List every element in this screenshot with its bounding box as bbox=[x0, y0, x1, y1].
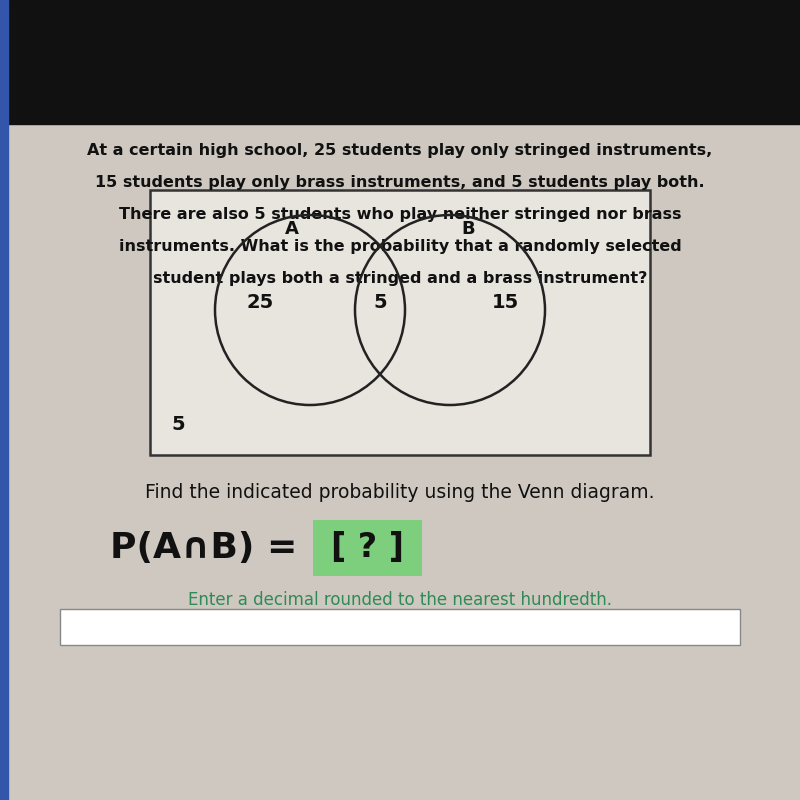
Text: B: B bbox=[461, 220, 475, 238]
Text: [ ? ]: [ ? ] bbox=[331, 531, 404, 565]
FancyBboxPatch shape bbox=[60, 609, 740, 645]
Text: There are also 5 students who play neither stringed nor brass: There are also 5 students who play neith… bbox=[118, 206, 682, 222]
FancyBboxPatch shape bbox=[313, 520, 422, 576]
Text: student plays both a stringed and a brass instrument?: student plays both a stringed and a bras… bbox=[153, 270, 647, 286]
Text: P(A∩B) =: P(A∩B) = bbox=[110, 531, 310, 565]
Text: 5: 5 bbox=[373, 293, 387, 311]
Text: At a certain high school, 25 students play only stringed instruments,: At a certain high school, 25 students pl… bbox=[87, 142, 713, 158]
Text: 5: 5 bbox=[171, 415, 185, 434]
Text: 15: 15 bbox=[491, 293, 518, 311]
Text: A: A bbox=[285, 220, 299, 238]
Bar bbox=[0, 0, 800, 124]
Text: Find the indicated probability using the Venn diagram.: Find the indicated probability using the… bbox=[146, 482, 654, 502]
FancyBboxPatch shape bbox=[150, 190, 650, 455]
Text: 15 students play only brass instruments, and 5 students play both.: 15 students play only brass instruments,… bbox=[95, 174, 705, 190]
Text: Enter a decimal rounded to the nearest hundredth.: Enter a decimal rounded to the nearest h… bbox=[188, 591, 612, 609]
Text: instruments. What is the probability that a randomly selected: instruments. What is the probability tha… bbox=[118, 238, 682, 254]
Text: 25: 25 bbox=[246, 293, 274, 311]
Bar bbox=[0, 0, 8, 800]
